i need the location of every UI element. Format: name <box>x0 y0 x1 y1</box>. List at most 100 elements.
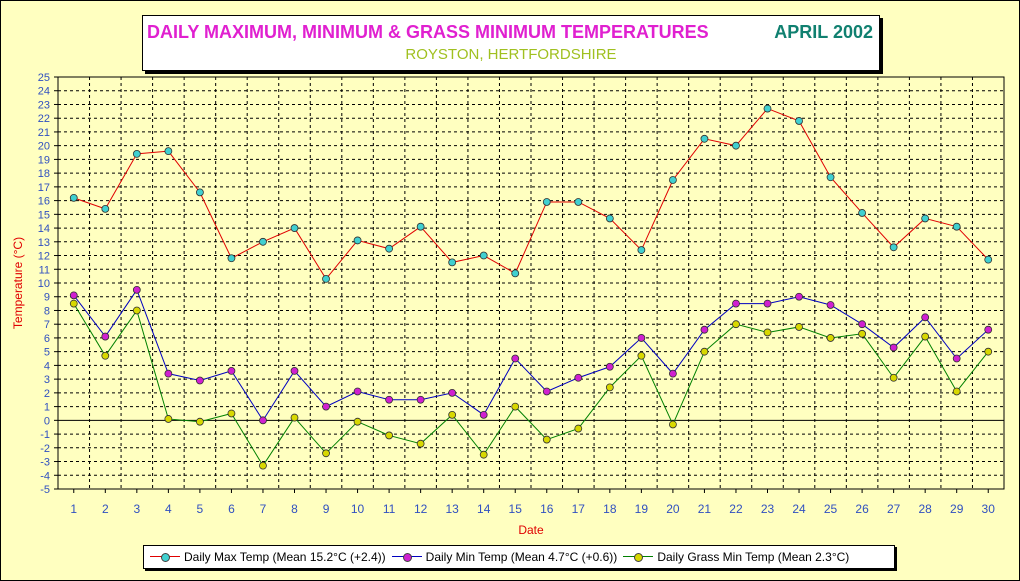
data-point-grass <box>542 435 551 444</box>
data-point-grass <box>195 417 204 426</box>
y-tick-label: 2 <box>44 388 50 400</box>
x-tick-label: 3 <box>133 502 140 516</box>
x-tick-label: 20 <box>666 502 680 516</box>
data-point-max <box>889 243 898 252</box>
x-tick-label: 19 <box>635 502 649 516</box>
data-point-min <box>889 343 898 352</box>
data-point-min <box>984 325 993 334</box>
data-point-grass <box>795 323 803 331</box>
y-tick-label: -1 <box>40 429 50 441</box>
x-tick-label: 7 <box>260 502 267 516</box>
legend-swatch-max <box>150 552 180 562</box>
data-point-grass <box>984 347 993 356</box>
legend-item-min: Daily Min Temp (Mean 4.7°C (+0.6)) <box>391 550 618 564</box>
x-tick-label: 17 <box>572 502 586 516</box>
x-tick-label: 5 <box>197 502 204 516</box>
data-point-grass <box>700 347 709 356</box>
data-point-grass <box>921 332 930 341</box>
legend-swatch-min <box>391 552 422 562</box>
y-tick-label: 13 <box>38 237 50 249</box>
data-point-max <box>132 150 141 158</box>
data-point-max <box>921 214 930 223</box>
data-point-max <box>259 237 267 246</box>
data-point-max <box>669 176 677 184</box>
data-point-min <box>700 325 709 334</box>
y-tick-label: 11 <box>39 264 50 276</box>
x-tick-label: 25 <box>824 502 838 516</box>
x-tick-label: 28 <box>918 502 932 516</box>
data-point-max <box>952 222 961 231</box>
data-point-max <box>227 254 236 263</box>
data-point-min <box>858 320 866 329</box>
y-tick-label: 12 <box>38 251 50 263</box>
data-point-grass <box>259 461 267 470</box>
data-point-max <box>416 222 425 231</box>
chart-period: APRIL 2002 <box>774 22 873 42</box>
data-point-grass <box>101 351 110 360</box>
x-tick-label: 26 <box>855 502 869 516</box>
data-point-max <box>700 134 709 143</box>
y-tick-label: 1 <box>44 402 50 414</box>
y-tick-label: 3 <box>44 374 50 386</box>
x-tick-label: 1 <box>70 502 77 516</box>
x-tick-label: 12 <box>414 502 428 516</box>
x-tick-label: 10 <box>351 502 365 516</box>
y-tick-label: 19 <box>38 154 50 166</box>
data-point-max <box>101 204 110 213</box>
data-point-grass <box>669 420 677 429</box>
data-point-min <box>259 416 267 425</box>
data-point-min <box>921 313 930 322</box>
x-tick-label: 18 <box>603 502 617 516</box>
chart-subtitle: ROYSTON, HERTFORDSHIRE <box>405 46 617 63</box>
x-tick-label: 22 <box>729 502 743 516</box>
data-point-max <box>511 269 520 278</box>
data-point-max <box>826 173 835 182</box>
y-tick-label: 6 <box>44 333 50 345</box>
x-tick-label: 27 <box>887 502 901 516</box>
series-line-grass <box>73 303 989 467</box>
x-tick-label: 21 <box>698 502 712 516</box>
data-point-grass <box>637 351 646 360</box>
y-axis-label: Temperature (°C) <box>11 237 25 329</box>
y-tick-label: 22 <box>38 113 50 125</box>
data-point-max <box>448 258 457 267</box>
legend-item-grass: Daily Grass Min Temp (Mean 2.3°C) <box>623 550 849 564</box>
data-point-max <box>385 244 394 253</box>
legend: Daily Max Temp (Mean 15.2°C (+2.4)) Dail… <box>143 545 895 569</box>
data-point-max <box>574 198 583 206</box>
y-tick-label: 18 <box>38 168 50 180</box>
data-point-grass <box>385 431 394 440</box>
data-point-min <box>574 373 583 382</box>
x-tick-label: 30 <box>982 502 996 516</box>
data-point-max <box>290 224 299 232</box>
data-point-min <box>669 369 677 378</box>
data-point-grass <box>732 320 740 329</box>
data-point-grass <box>353 417 362 426</box>
y-tick-label: 5 <box>44 347 50 359</box>
y-tick-label: -3 <box>40 457 50 469</box>
data-point-max <box>164 147 173 156</box>
data-point-max <box>858 209 866 217</box>
x-tick-label: 2 <box>102 502 109 516</box>
x-tick-label: 24 <box>792 502 806 516</box>
data-point-grass <box>290 413 299 422</box>
data-point-min <box>385 395 394 404</box>
legend-label-min: Daily Min Temp (Mean 4.7°C (+0.6)) <box>425 550 618 564</box>
series-line-min <box>73 288 989 422</box>
data-point-min <box>542 387 551 396</box>
x-axis-label: Date <box>518 523 544 537</box>
legend-label-max: Daily Max Temp (Mean 15.2°C (+2.4)) <box>184 550 386 564</box>
data-point-max <box>605 214 614 223</box>
y-tick-label: 9 <box>44 292 50 304</box>
data-point-grass <box>952 387 961 396</box>
y-tick-label: -2 <box>40 443 50 455</box>
data-point-min <box>101 332 110 341</box>
data-point-grass <box>511 402 520 411</box>
legend-swatch-grass <box>623 552 654 562</box>
data-point-max <box>637 246 646 254</box>
data-point-min <box>164 369 173 378</box>
data-point-min <box>511 354 520 363</box>
data-point-min <box>416 395 425 404</box>
data-point-min <box>732 299 740 308</box>
